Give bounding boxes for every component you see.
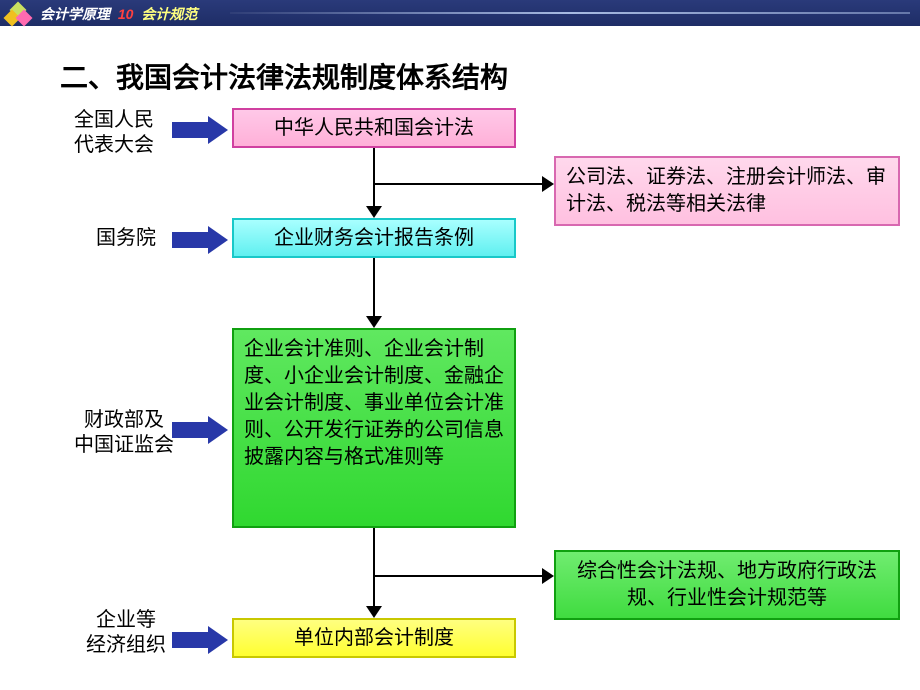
source-label-l2: 国务院 bbox=[96, 226, 156, 251]
arrow-down-va3 bbox=[373, 528, 375, 608]
arrow-down-head-va3 bbox=[366, 606, 382, 618]
logo-icon bbox=[6, 4, 36, 28]
flow-box-b5: 综合性会计法规、地方政府行政法规、行业性会计规范等 bbox=[554, 550, 900, 620]
branch-head-br1 bbox=[542, 176, 554, 192]
arrow-right-a1 bbox=[172, 116, 228, 144]
arrow-down-va1 bbox=[373, 148, 375, 208]
header-divider bbox=[230, 12, 910, 14]
branch-line-br2 bbox=[374, 575, 544, 577]
arrow-right-a2 bbox=[172, 226, 228, 254]
flow-box-b2: 公司法、证券法、注册会计师法、审计法、税法等相关法律 bbox=[554, 156, 900, 226]
header-text: 会计学原理 10 会计规范 bbox=[40, 4, 197, 24]
header-number: 10 bbox=[114, 6, 138, 22]
arrow-right-a4 bbox=[172, 626, 228, 654]
source-label-l4: 企业等 经济组织 bbox=[86, 608, 166, 658]
header-course: 会计学原理 bbox=[40, 6, 110, 22]
arrow-right-a3 bbox=[172, 416, 228, 444]
flow-box-b6: 单位内部会计制度 bbox=[232, 618, 516, 658]
header-chapter: 会计规范 bbox=[141, 6, 197, 22]
branch-line-br1 bbox=[374, 183, 544, 185]
arrow-down-va2 bbox=[373, 258, 375, 318]
arrow-down-head-va1 bbox=[366, 206, 382, 218]
source-label-l1: 全国人民 代表大会 bbox=[74, 108, 154, 158]
arrow-down-head-va2 bbox=[366, 316, 382, 328]
branch-head-br2 bbox=[542, 568, 554, 584]
flow-box-b4: 企业会计准则、企业会计制度、小企业会计制度、金融企业会计制度、事业单位会计准则、… bbox=[232, 328, 516, 528]
source-label-l3: 财政部及 中国证监会 bbox=[74, 408, 174, 458]
page-title: 二、我国会计法律法规制度体系结构 bbox=[60, 56, 508, 96]
flow-box-b1: 中华人民共和国会计法 bbox=[232, 108, 516, 148]
flow-box-b3: 企业财务会计报告条例 bbox=[232, 218, 516, 258]
header-bar: 会计学原理 10 会计规范 bbox=[0, 0, 920, 26]
